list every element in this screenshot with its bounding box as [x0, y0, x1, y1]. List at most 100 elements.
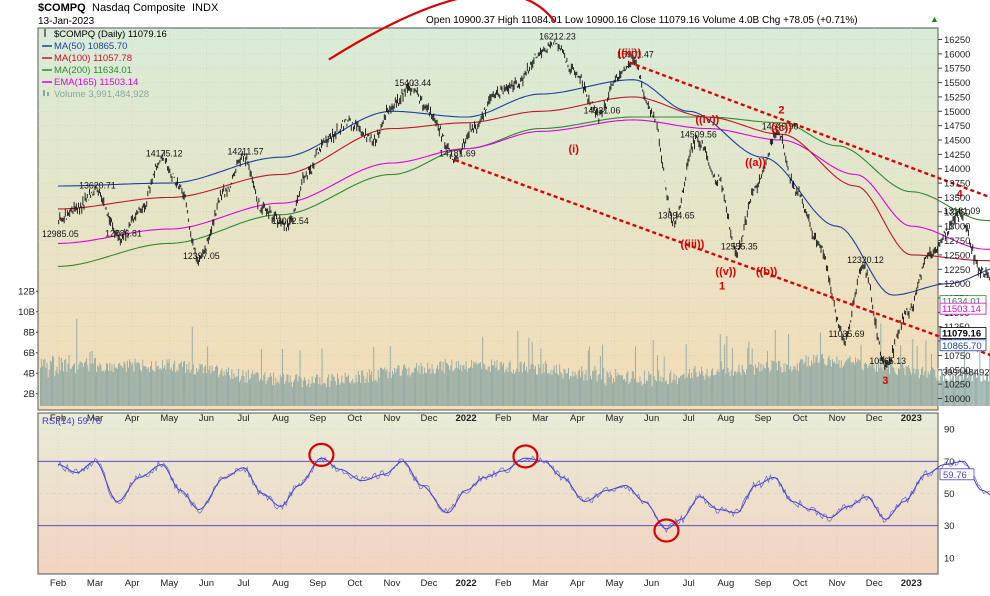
volume-bar: [365, 378, 367, 406]
price-series: [58, 39, 990, 370]
volume-bar: [949, 369, 951, 406]
volume-bar: [514, 373, 515, 406]
volume-bar: [410, 373, 412, 406]
volume-bar: [124, 363, 126, 406]
volume-bar: [345, 376, 347, 406]
volume-bar: [409, 376, 411, 406]
volume-bar: [640, 381, 642, 406]
volume-bar: [119, 362, 121, 406]
volume-bar: [315, 377, 316, 406]
volume-bar: [487, 366, 489, 406]
volume-bar: [922, 366, 924, 406]
volume-bar: [881, 367, 883, 406]
volume-bar: [757, 367, 759, 406]
volume-bar: [81, 363, 83, 406]
volume-bar: [552, 369, 554, 406]
volume-bar: [170, 367, 172, 406]
volume-bar: [42, 365, 44, 406]
volume-bar: [231, 369, 233, 406]
wave-label: ((iii)): [680, 238, 704, 250]
ema165-line: [58, 119, 990, 251]
volume-bar: [361, 370, 363, 406]
volume-bar: [528, 337, 530, 406]
volume-bar: [804, 362, 806, 406]
volume-bar: [79, 361, 81, 406]
volume-bar: [109, 362, 111, 406]
volume-bar: [895, 374, 897, 406]
wave-label: ((b)): [756, 266, 778, 278]
volume-bar: [423, 367, 425, 406]
volume-bar: [894, 372, 896, 406]
chart-ohlc: Open 10900.37 High 11084.01 Low 10900.16…: [426, 15, 858, 26]
volume-bar: [797, 370, 799, 406]
volume-bar: [850, 362, 852, 406]
volume-bar: [481, 368, 482, 406]
price-tick-label: 15000: [944, 107, 970, 118]
volume-bar: [716, 371, 718, 406]
volume-tick-label: 10B: [18, 307, 35, 318]
volume-bar: [307, 383, 309, 406]
volume-bar: [449, 370, 451, 406]
rsi-month-label: Dec: [421, 578, 438, 589]
volume-bar: [738, 364, 740, 406]
volume-tick-label: 8B: [23, 327, 35, 338]
right-value-box: [939, 302, 987, 315]
volume-bar: [923, 375, 925, 406]
volume-bar: [488, 366, 490, 406]
rsi-line: [57, 457, 990, 530]
volume-bar: [648, 371, 650, 406]
volume-bar: [781, 372, 783, 406]
volume-bar: [467, 368, 469, 406]
volume-bar: [275, 378, 277, 406]
volume-bar: [254, 373, 256, 406]
volume-bar: [95, 357, 96, 406]
volume-bar: [313, 383, 315, 406]
volume-bar: [222, 376, 224, 406]
chg-arrow-icon: ▲: [930, 14, 939, 24]
volume-bar: [172, 371, 173, 406]
volume-bar: [86, 358, 88, 406]
volume-bar: [942, 371, 943, 406]
volume-bar: [210, 373, 212, 406]
volume-bar: [506, 367, 508, 406]
volume-bar: [88, 371, 90, 406]
volume-bar: [439, 362, 441, 406]
volume-bar: [768, 367, 770, 406]
wave-label: 1: [719, 280, 725, 292]
volume-bar: [987, 373, 988, 406]
volume-bar: [744, 371, 745, 406]
volume-bar: [532, 364, 534, 406]
volume-bar: [858, 359, 860, 406]
volume-bar: [755, 364, 756, 406]
volume-bar: [680, 376, 682, 406]
volume-bar: [898, 368, 899, 406]
volume-bar: [47, 377, 49, 406]
volume-bar: [529, 368, 531, 406]
volume-bar: [909, 368, 910, 406]
volume-bar: [212, 371, 214, 406]
volume-bar: [789, 369, 790, 406]
volume-bar: [329, 386, 331, 406]
price-tick-label: 10750: [944, 351, 970, 362]
month-label: Nov: [383, 413, 400, 424]
volume-bar: [665, 380, 667, 406]
volume-bar: [912, 339, 914, 406]
volume-bar: [228, 367, 229, 406]
volume-bar: [691, 372, 693, 406]
month-label: Jul: [237, 413, 249, 424]
volume-bar: [855, 357, 856, 406]
volume-bar: [461, 371, 463, 406]
volume-bar: [478, 362, 480, 406]
volume-bar: [854, 364, 855, 406]
volume-bar: [581, 366, 583, 406]
volume-bar: [619, 374, 621, 406]
volume-bar: [706, 368, 708, 406]
volume-bar: [261, 349, 262, 406]
volume-bar: [474, 363, 476, 406]
volume-bar: [956, 375, 958, 406]
volume-bar: [800, 359, 801, 406]
volume-bar: [793, 365, 795, 406]
volume-bar: [452, 371, 454, 406]
right-value-box: [939, 339, 987, 352]
volume-bar: [104, 369, 106, 406]
